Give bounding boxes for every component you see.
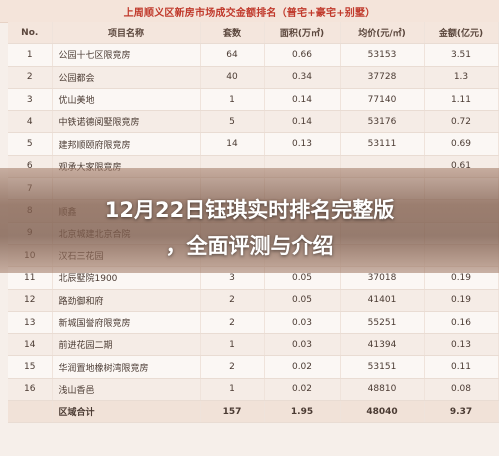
table-cell: 41394 xyxy=(340,333,425,357)
table-cell: 2 xyxy=(200,311,265,335)
table-cell: 15 xyxy=(8,355,53,379)
table-cell: 1 xyxy=(200,88,265,112)
table-cell: 5 xyxy=(200,110,265,134)
table-cell: 0.14 xyxy=(264,88,341,112)
table-cell: 0.05 xyxy=(264,289,341,312)
table-row: 3 优山美地 1 0.14 77140 1.11 xyxy=(8,88,499,112)
table-cell: 40 xyxy=(200,66,265,89)
table-cell: 53111 xyxy=(340,132,425,156)
column-header: 项目名称 xyxy=(52,22,201,45)
table-row: 5 建邦顺颐府限竞房 14 0.13 53111 0.69 xyxy=(8,132,499,156)
table-cell: 12 xyxy=(8,289,53,312)
table-cell: 0.13 xyxy=(264,132,341,156)
table-cell: 48810 xyxy=(340,378,425,402)
table-row: 1 公园十七区限竞房 64 0.66 53153 3.51 xyxy=(8,43,499,67)
table-cell: 3 xyxy=(8,88,53,112)
table-cell: 0.16 xyxy=(424,311,499,335)
table-cell: 0.02 xyxy=(264,355,341,379)
table-cell: 41401 xyxy=(340,289,425,312)
table-cell: 0.11 xyxy=(424,355,499,379)
table-cell: 0.03 xyxy=(264,311,341,335)
table-cell: 1.3 xyxy=(424,66,499,89)
table-cell: 4 xyxy=(8,110,53,134)
table-cell: 55251 xyxy=(340,311,425,335)
table-row: 4 中铁诺德阅墅限竞房 5 0.14 53176 0.72 xyxy=(8,110,499,134)
table-cell: 16 xyxy=(8,378,53,402)
table-title: 上周顺义区新房市场成交金额排名（普宅+豪宅+别墅） xyxy=(0,0,499,23)
total-cell: 157 xyxy=(200,400,265,424)
table-cell: 0.14 xyxy=(264,110,341,134)
table-header-row: No. 项目名称 套数 面积(万㎡) 均价(元/㎡) 金额(亿元) xyxy=(8,22,499,45)
table-cell: 1.11 xyxy=(424,88,499,112)
column-header: 均价(元/㎡) xyxy=(340,22,425,45)
table-cell: 公园都会 xyxy=(52,66,201,89)
table-cell: 53153 xyxy=(340,43,425,67)
table-cell: 优山美地 xyxy=(52,88,201,112)
table-cell: 53176 xyxy=(340,110,425,134)
column-header: 面积(万㎡) xyxy=(264,22,341,45)
headline-overlay-band xyxy=(0,168,499,273)
total-row: 区域合计 157 1.95 48040 9.37 xyxy=(8,400,499,424)
table-cell: 0.02 xyxy=(264,378,341,402)
table-cell: 64 xyxy=(200,43,265,67)
table-cell: 2 xyxy=(8,66,53,89)
total-cell xyxy=(8,400,53,424)
table-cell: 0.08 xyxy=(424,378,499,402)
table-cell: 0.13 xyxy=(424,333,499,357)
headline-line-1: 12月22日钰琪实时排名完整版 xyxy=(104,198,395,222)
headline-line-2: ，全面评测与介绍 xyxy=(165,234,334,258)
total-cell: 区域合计 xyxy=(52,400,201,424)
table-cell: 2 xyxy=(200,289,265,312)
table-cell: 0.66 xyxy=(264,43,341,67)
table-row: 2 公园都会 40 0.34 37728 1.3 xyxy=(8,66,499,89)
table-cell: 1 xyxy=(8,43,53,67)
table-cell: 浅山香邑 xyxy=(52,378,201,402)
table-row: 16 浅山香邑 1 0.02 48810 0.08 xyxy=(8,378,499,402)
total-cell: 48040 xyxy=(340,400,425,424)
table-cell: 0.19 xyxy=(424,289,499,312)
table-cell: 0.72 xyxy=(424,110,499,134)
table-cell: 2 xyxy=(200,355,265,379)
table-cell: 1 xyxy=(200,333,265,357)
table-row: 12 路劲御和府 2 0.05 41401 0.19 xyxy=(8,289,499,312)
table-cell: 公园十七区限竞房 xyxy=(52,43,201,67)
table-cell: 0.69 xyxy=(424,132,499,156)
table-row: 15 华润置地橡树湾限竞房 2 0.02 53151 0.11 xyxy=(8,355,499,379)
table-cell: 13 xyxy=(8,311,53,335)
table-cell: 华润置地橡树湾限竞房 xyxy=(52,355,201,379)
table-row: 13 新城国誉府限竞房 2 0.03 55251 0.16 xyxy=(8,311,499,335)
table-cell: 53151 xyxy=(340,355,425,379)
table-cell: 77140 xyxy=(340,88,425,112)
table-cell: 建邦顺颐府限竞房 xyxy=(52,132,201,156)
table-cell: 0.34 xyxy=(264,66,341,89)
table-row: 14 前进花园二期 1 0.03 41394 0.13 xyxy=(8,333,499,357)
table-cell: 5 xyxy=(8,132,53,156)
table-cell: 37728 xyxy=(340,66,425,89)
column-header: 套数 xyxy=(200,22,265,45)
total-cell: 1.95 xyxy=(264,400,341,424)
table-cell: 路劲御和府 xyxy=(52,289,201,312)
table-cell: 14 xyxy=(8,333,53,357)
table-cell: 新城国誉府限竞房 xyxy=(52,311,201,335)
table-cell: 14 xyxy=(200,132,265,156)
column-header: 金额(亿元) xyxy=(424,22,499,45)
column-header: No. xyxy=(8,22,53,45)
table-cell: 前进花园二期 xyxy=(52,333,201,357)
table-cell: 3.51 xyxy=(424,43,499,67)
table-cell: 0.03 xyxy=(264,333,341,357)
table-cell: 1 xyxy=(200,378,265,402)
total-cell: 9.37 xyxy=(424,400,499,424)
table-cell: 中铁诺德阅墅限竞房 xyxy=(52,110,201,134)
